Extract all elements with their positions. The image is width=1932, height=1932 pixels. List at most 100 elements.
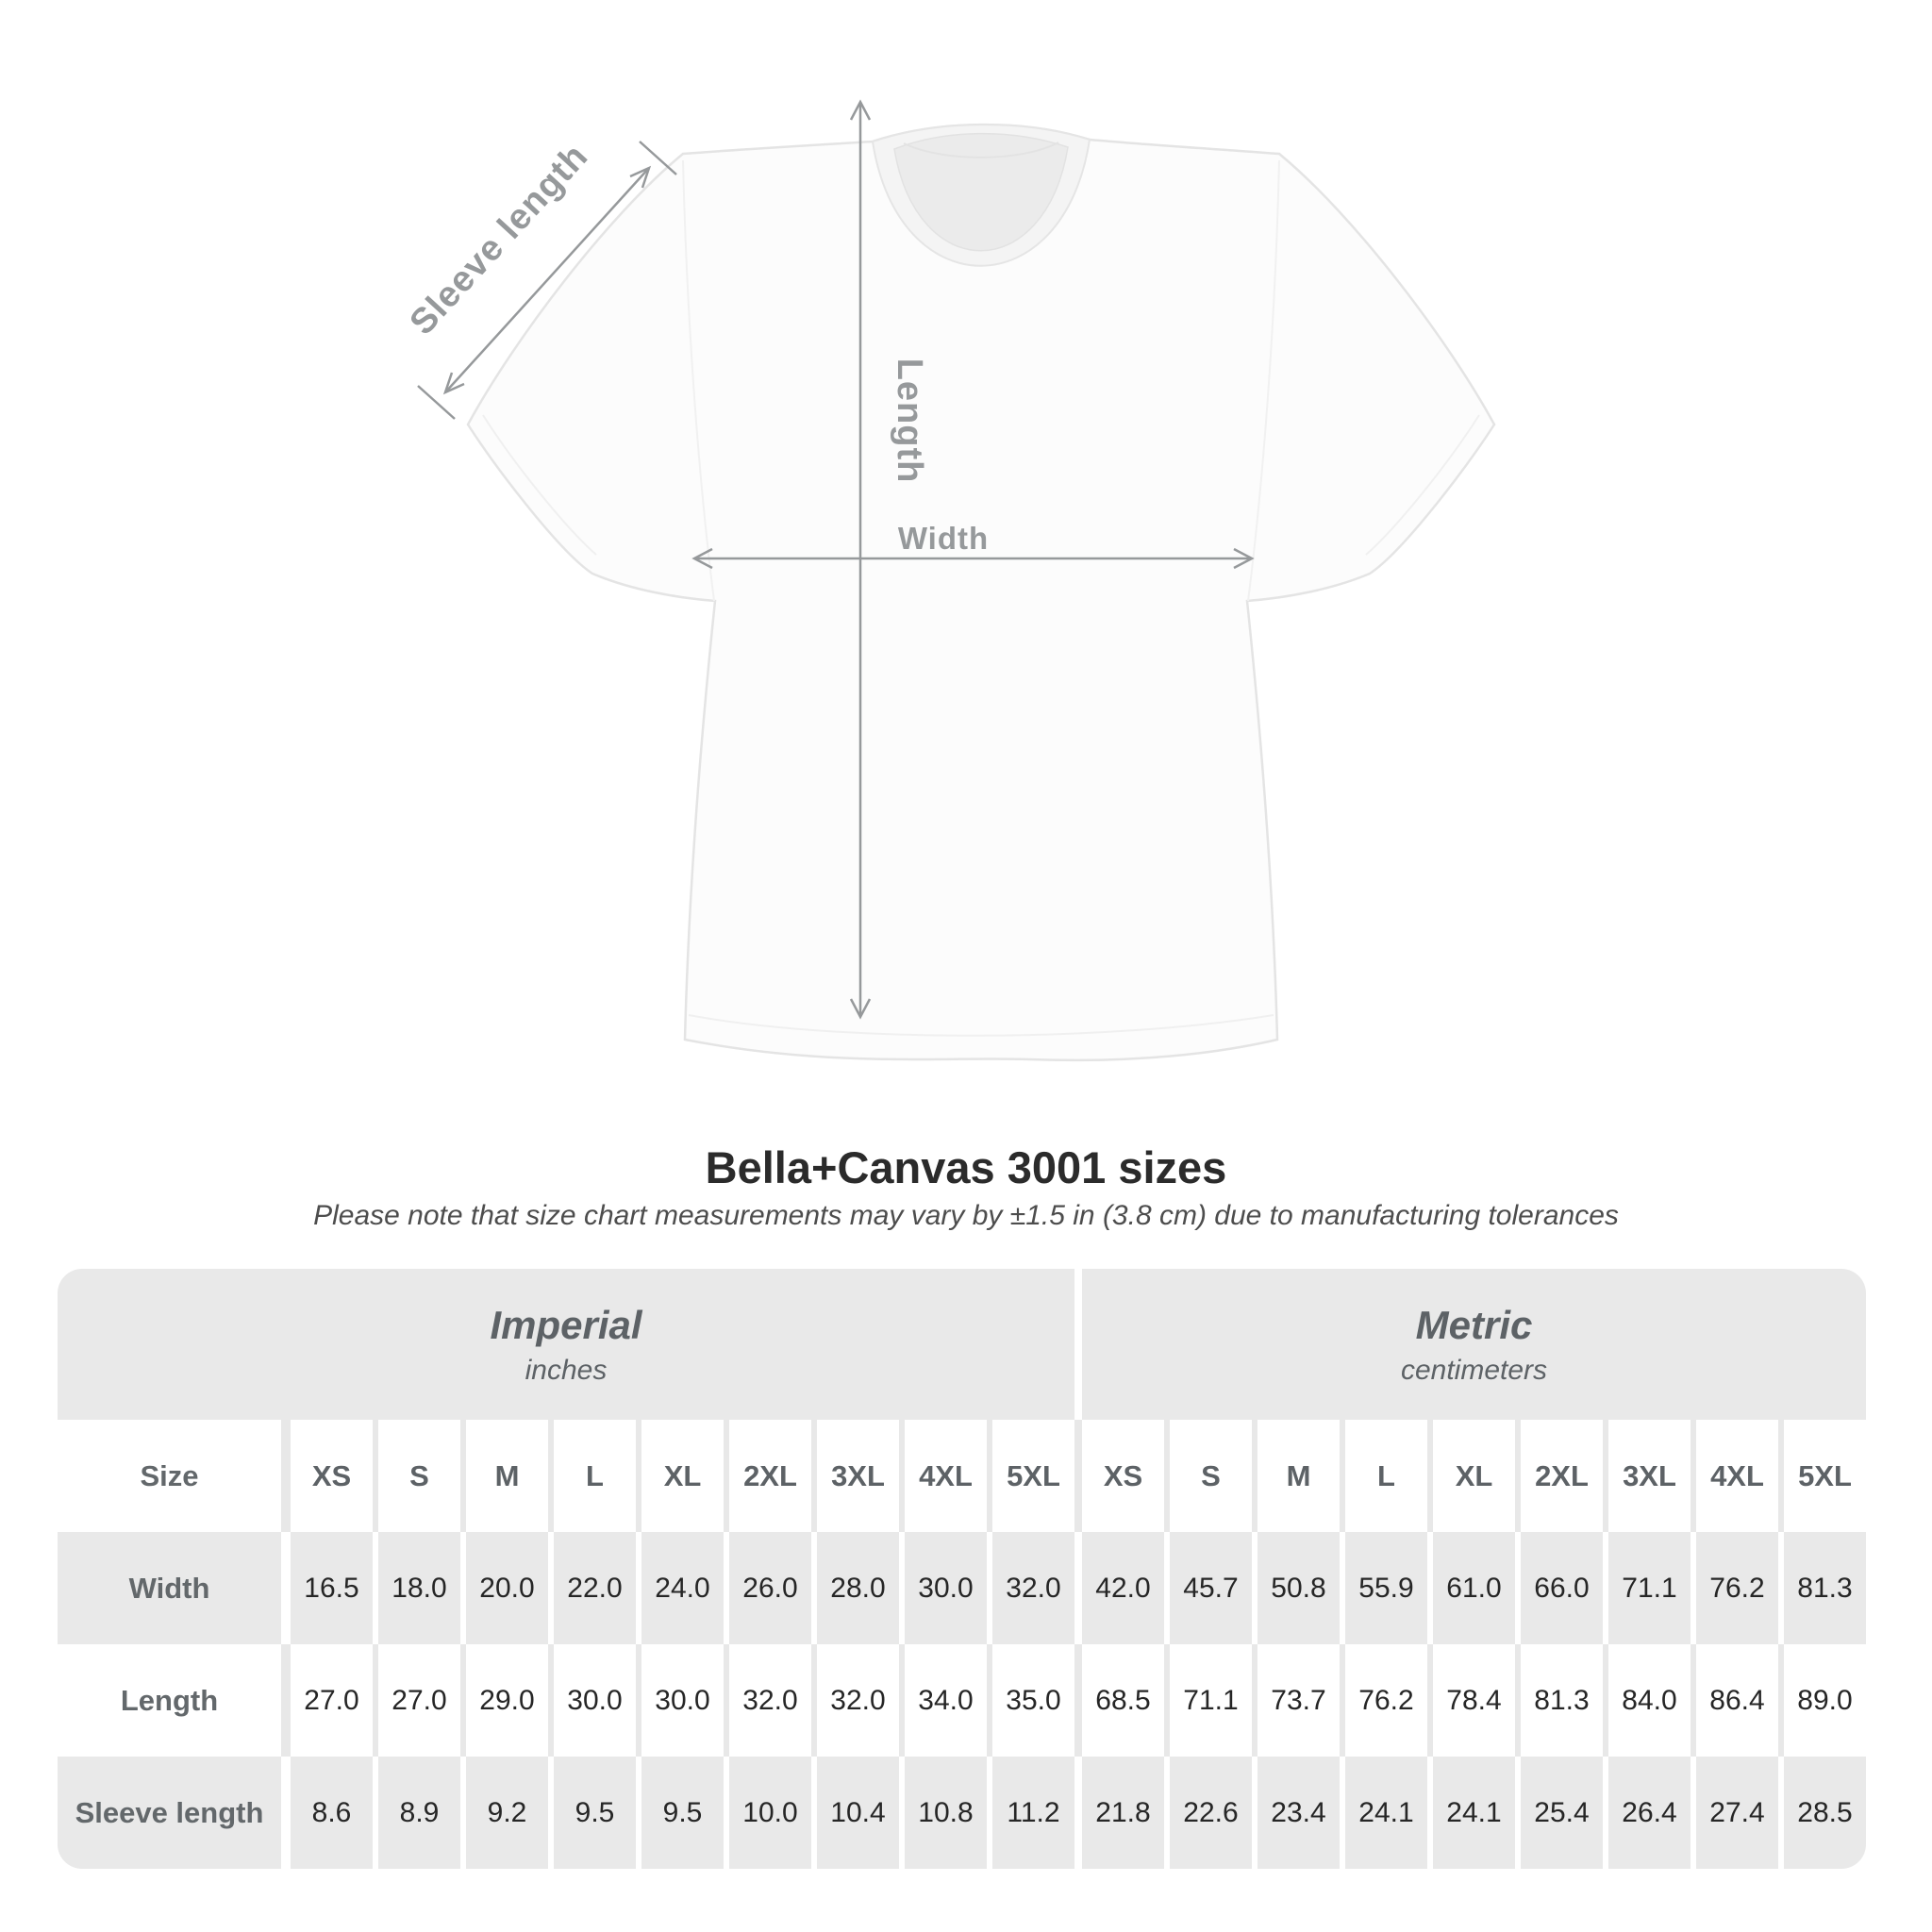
table-cell: 10.4 xyxy=(817,1757,899,1869)
table-cell: 32.0 xyxy=(817,1644,899,1757)
tshirt-body xyxy=(466,123,1496,1062)
column-separator xyxy=(1340,1420,1345,1532)
table-cell: 32.0 xyxy=(729,1644,811,1757)
table-cell: 16.5 xyxy=(291,1532,373,1644)
size-column-header: 2XL xyxy=(729,1420,811,1532)
column-separator xyxy=(460,1644,466,1757)
table-cell: 8.6 xyxy=(291,1757,373,1869)
table-cell: 27.0 xyxy=(378,1644,460,1757)
table-row: Size XS S M L XL 2XL 3XL 4XL 5XL XS S M L XL 2XL 3XL 4XL 5… xyxy=(58,1420,1866,1532)
column-separator xyxy=(1074,1644,1082,1757)
column-separator xyxy=(1340,1644,1345,1757)
column-separator xyxy=(1074,1420,1082,1532)
table-cell: 9.5 xyxy=(641,1757,724,1869)
imperial-unit: inches xyxy=(525,1354,608,1386)
column-separator xyxy=(373,1644,378,1757)
column-separator xyxy=(987,1420,992,1532)
size-column-header: XL xyxy=(1433,1420,1515,1532)
table-cell: 8.9 xyxy=(378,1757,460,1869)
row-label-length: Length xyxy=(58,1644,281,1757)
table-cell: 29.0 xyxy=(466,1644,548,1757)
table-cell: 26.0 xyxy=(729,1532,811,1644)
row-label-sleeve-length: Sleeve length xyxy=(58,1757,281,1869)
table-cell: 86.4 xyxy=(1696,1644,1778,1757)
page-subtitle: Please note that size chart measurements… xyxy=(313,1200,1619,1231)
tshirt-left-seam xyxy=(682,159,715,602)
table-cell: 21.8 xyxy=(1082,1757,1164,1869)
table-cell: 66.0 xyxy=(1521,1532,1603,1644)
size-column-header: M xyxy=(466,1420,548,1532)
table-cell: 27.0 xyxy=(291,1644,373,1757)
length-label: Length xyxy=(890,358,929,484)
column-separator xyxy=(636,1420,641,1532)
column-separator xyxy=(548,1420,554,1532)
table-cell: 55.9 xyxy=(1345,1532,1427,1644)
imperial-header-cell: Imperial inches xyxy=(58,1269,1074,1420)
table-cell: 73.7 xyxy=(1257,1644,1340,1757)
table-cell: 35.0 xyxy=(992,1644,1074,1757)
table-cell: 81.3 xyxy=(1521,1644,1603,1757)
size-column-header: XL xyxy=(641,1420,724,1532)
size-column-header: 5XL xyxy=(992,1420,1074,1532)
table-row: Width 16.5 18.0 20.0 22.0 24.0 26.0 28.0 30.0 32.… xyxy=(58,1532,1866,1644)
column-separator xyxy=(1778,1420,1784,1532)
column-separator xyxy=(1164,1644,1170,1757)
size-column-header: 5XL xyxy=(1784,1420,1866,1532)
imperial-label: Imperial xyxy=(490,1302,642,1347)
table-cell: 45.7 xyxy=(1170,1532,1252,1644)
table-cell: 9.5 xyxy=(554,1757,636,1869)
column-separator xyxy=(1427,1644,1433,1757)
table-cell: 9.2 xyxy=(466,1757,548,1869)
column-separator xyxy=(460,1420,466,1532)
table-cell: 71.1 xyxy=(1608,1532,1690,1644)
page-title: Bella+Canvas 3001 sizes xyxy=(705,1142,1227,1192)
size-column-header: L xyxy=(554,1420,636,1532)
table-cell: 50.8 xyxy=(1257,1532,1340,1644)
column-separator xyxy=(811,1644,817,1757)
column-separator xyxy=(281,1420,291,1532)
table-cell: 84.0 xyxy=(1608,1644,1690,1757)
table-cell: 30.0 xyxy=(554,1644,636,1757)
metric-header-cell: Metric centimeters xyxy=(1082,1269,1866,1420)
column-separator xyxy=(373,1420,378,1532)
column-separator xyxy=(987,1644,992,1757)
column-separator xyxy=(1515,1644,1521,1757)
table-cell: 11.2 xyxy=(992,1757,1074,1869)
table-cell: 24.1 xyxy=(1433,1757,1515,1869)
column-separator xyxy=(899,1420,905,1532)
column-separator xyxy=(1074,1532,1082,1644)
table-cell: 25.4 xyxy=(1521,1757,1603,1869)
row-label-width: Width xyxy=(58,1532,281,1644)
size-column-header: M xyxy=(1257,1420,1340,1532)
column-separator xyxy=(281,1644,291,1757)
table-cell: 42.0 xyxy=(1082,1532,1164,1644)
width-arrow xyxy=(691,547,1255,570)
size-chart-table: Imperial inches Metric centimeters Size X… xyxy=(58,1269,1866,1869)
column-separator xyxy=(1778,1644,1784,1757)
table-cell: 30.0 xyxy=(641,1644,724,1757)
width-label: Width xyxy=(898,521,989,556)
column-separator xyxy=(281,1532,291,1644)
tshirt-collar-opening xyxy=(893,132,1069,252)
table-row: Sleeve length 8.6 8.9 9.2 9.5 9.5 10.0 10.4 10.8… xyxy=(58,1757,1866,1869)
table-cell: 24.1 xyxy=(1345,1757,1427,1869)
table-cell: 22.0 xyxy=(554,1532,636,1644)
table-cell: 20.0 xyxy=(466,1532,548,1644)
row-label-size: Size xyxy=(58,1420,281,1532)
table-cell: 27.4 xyxy=(1696,1757,1778,1869)
table-cell: 32.0 xyxy=(992,1532,1074,1644)
column-separator xyxy=(548,1644,554,1757)
tshirt-measurement-diagram: Sleeve length Length Width xyxy=(403,99,1496,1062)
column-separator xyxy=(1164,1420,1170,1532)
table-cell: 34.0 xyxy=(905,1644,987,1757)
tshirt-left-cuff xyxy=(482,414,597,556)
table-cell: 10.0 xyxy=(729,1757,811,1869)
table-cell: 61.0 xyxy=(1433,1532,1515,1644)
table-cell: 23.4 xyxy=(1257,1757,1340,1869)
metric-unit: centimeters xyxy=(1400,1354,1548,1386)
table-cell: 76.2 xyxy=(1696,1532,1778,1644)
table-cell: 22.6 xyxy=(1170,1757,1252,1869)
metric-label: Metric xyxy=(1415,1302,1533,1347)
measurement-arrows xyxy=(417,99,1255,1020)
